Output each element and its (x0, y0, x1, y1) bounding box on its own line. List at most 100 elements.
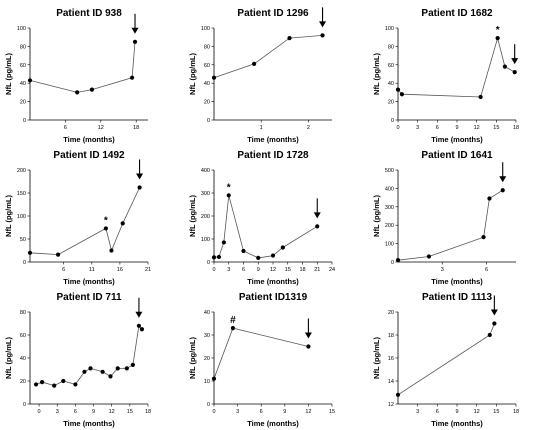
data-point (136, 323, 142, 328)
data-point (492, 321, 497, 326)
y-tick-label: 200 (17, 168, 26, 174)
arrow-head (136, 173, 144, 180)
y-tick-label: 40 (388, 81, 394, 87)
data-point (115, 366, 120, 371)
data-point (221, 240, 226, 245)
arrow-head (135, 311, 143, 318)
data-point (211, 376, 217, 381)
y-tick-label: 12 (388, 402, 394, 408)
y-tick-label: 16 (388, 356, 394, 362)
y-tick-label: 100 (201, 237, 210, 243)
panel-title: Patient ID 1641 (421, 150, 493, 161)
y-tick-label: 150 (17, 191, 26, 197)
panel-5: Patient ID 1728 0 100 200 300 400 0 3 6 9 12 15 18 21… (188, 150, 335, 286)
data-point (129, 75, 135, 80)
x-tick-label: 6 (64, 125, 67, 131)
data-point (137, 185, 142, 190)
data-point (139, 327, 145, 332)
x-tick-label: 9 (257, 267, 260, 273)
data-point (120, 221, 125, 226)
x-tick-label: 6 (436, 409, 439, 415)
y-tick-label: 40 (20, 81, 26, 87)
data-point (395, 392, 401, 397)
y-axis-label: NfL (pg/mL) (188, 195, 197, 237)
y-tick-label: 18 (388, 333, 394, 339)
panel-title: Patient ID 1728 (237, 150, 309, 161)
x-tick-label: 12 (109, 409, 115, 415)
data-point (103, 226, 108, 231)
data-point (478, 94, 483, 100)
x-tick-label: 15 (127, 409, 133, 415)
y-tick-label: 300 (385, 205, 394, 211)
data-point (61, 378, 66, 384)
y-axis-label: NfL (pg/mL) (188, 337, 197, 379)
x-tick-label: 15 (493, 409, 499, 415)
y-tick-label: 80 (388, 44, 394, 50)
data-point (88, 366, 93, 371)
panel-3: Patient ID 1682 0 20 40 60 80 100 0 3 6 9 12 15 18 Tim… (372, 8, 519, 144)
y-tick-label: 60 (388, 63, 394, 69)
y-axis-label: NfL (pg/mL) (4, 337, 13, 379)
y-tick-label: 400 (201, 168, 210, 174)
x-tick-label: 12 (98, 125, 104, 131)
series-line (213, 327, 309, 379)
x-tick-label: 12 (305, 409, 311, 415)
arrow-head (499, 176, 507, 183)
x-tick-label: 12 (270, 267, 276, 273)
y-tick-label: 0 (207, 260, 210, 266)
series-line (35, 324, 143, 387)
y-tick-label: 20 (388, 310, 394, 316)
data-point (395, 258, 401, 263)
x-axis-label: Time (months) (63, 277, 115, 286)
x-tick-label: 3 (56, 409, 59, 415)
data-point (487, 332, 492, 338)
x-tick-label: 18 (299, 267, 305, 273)
x-tick-label: 6 (260, 409, 263, 415)
x-tick-label: 0 (396, 125, 399, 131)
data-point (270, 253, 276, 258)
data-point (124, 366, 129, 371)
arrow-head (304, 332, 312, 339)
data-point (315, 224, 320, 229)
x-axis-label: Time (months) (247, 277, 299, 286)
data-point (426, 254, 432, 259)
x-axis-label: Time (months) (63, 419, 115, 428)
y-tick-label: 0 (391, 118, 394, 124)
arrow-head (131, 27, 139, 34)
x-tick-label: 3 (441, 267, 444, 273)
annotation-mark: # (230, 315, 236, 326)
x-tick-label: 18 (513, 409, 519, 415)
y-tick-label: 30 (204, 333, 210, 339)
x-tick-label: 6 (74, 409, 77, 415)
annotation-mark: * (227, 182, 231, 193)
arrow-head (313, 212, 321, 219)
y-tick-label: 100 (201, 26, 210, 32)
series-line (213, 195, 318, 259)
data-point (75, 90, 80, 95)
data-point (109, 248, 114, 253)
data-point (320, 33, 325, 38)
x-tick-label: 12 (474, 125, 480, 131)
y-axis-label: NfL (pg/mL) (4, 53, 13, 95)
y-tick-label: 0 (23, 118, 26, 124)
x-tick-label: 16 (117, 267, 123, 273)
x-tick-label: 15 (285, 267, 291, 273)
x-tick-label: 6 (485, 267, 488, 273)
panel-title: Patient ID 938 (56, 8, 122, 19)
panel-1: Patient ID 938 0 20 40 60 80 100 6 12 18 Time (mon… (4, 8, 148, 144)
data-point (130, 362, 135, 367)
x-tick-label: 9 (92, 409, 95, 415)
y-axis-label: NfL (pg/mL) (372, 337, 381, 379)
y-tick-label: 100 (385, 26, 394, 32)
data-point (132, 39, 138, 44)
data-point (481, 235, 486, 240)
data-point (82, 369, 87, 374)
data-point (399, 92, 405, 97)
series-line (397, 36, 515, 98)
data-point (512, 70, 517, 75)
y-axis-label: NfL (pg/mL) (372, 53, 381, 95)
y-tick-label: 50 (20, 237, 26, 243)
y-tick-label: 60 (20, 333, 26, 339)
